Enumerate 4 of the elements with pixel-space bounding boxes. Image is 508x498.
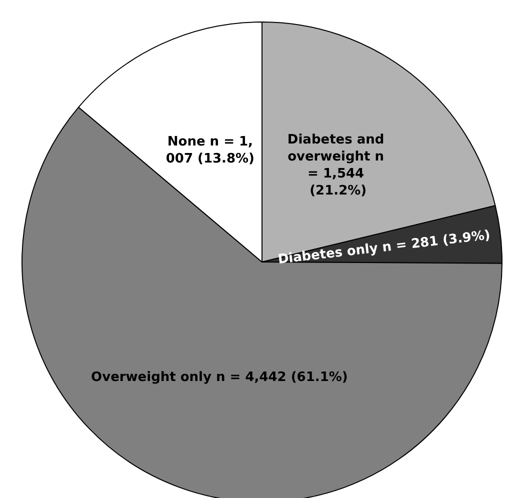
slice-label: Diabetes and overweight n = 1,544 (21.2%)	[287, 132, 389, 198]
slice-label: None n = 1,007 (13.8%)	[166, 134, 255, 166]
slice-label: Overweight only n = 4,442 (61.1%)	[91, 370, 348, 385]
slice-label: Diabetes only n = 281 (3.9%)	[277, 228, 492, 268]
